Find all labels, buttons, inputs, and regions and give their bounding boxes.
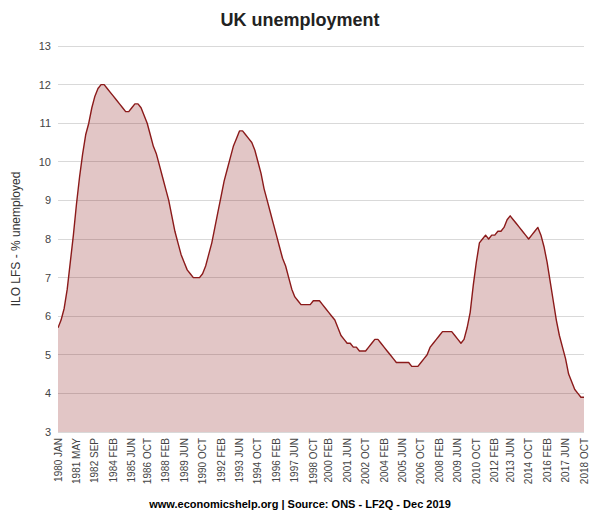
x-tick-label: 2006 OCT (415, 438, 426, 484)
x-tick-label: 1998 OCT (308, 438, 319, 484)
x-tick-label: 1997 JUN (289, 438, 300, 482)
x-tick-label: 1994 OCT (252, 438, 263, 484)
x-tick-label: 2005 JUN (397, 438, 408, 482)
y-tick-label: 10 (39, 156, 51, 168)
y-tick-label: 11 (40, 117, 51, 129)
footer: www.economicshelp.org | Source: ONS - LF… (148, 498, 451, 510)
x-tick-label: 2016 FEB (542, 438, 553, 483)
y-tick-label: 8 (45, 233, 51, 245)
x-tick-label: 2017 JUN (560, 438, 571, 482)
x-tick-label: 1996 FEB (271, 438, 282, 483)
line (58, 85, 584, 398)
x-tick-label: 2014 OCT (523, 438, 534, 484)
x-tick-label: 1985 JUN (126, 438, 137, 482)
y-tick-label: 7 (45, 272, 51, 284)
chart-svg: 3456789101112131980 JAN1981 MAY1982 SEP1… (0, 0, 600, 516)
x-tick-label: 2018 OCT (579, 438, 590, 484)
grid-line (58, 84, 584, 85)
y-tick-label: 6 (45, 310, 51, 322)
x-tick-label: 1993 JUN (234, 438, 245, 482)
x-tick-label: 1988 FEB (160, 438, 171, 483)
title: UK unemployment (220, 10, 379, 30)
y-tick-label: 12 (39, 79, 51, 91)
x-tick-label: 2001 JUN (342, 438, 353, 482)
x-tick-label: 1981 MAY (71, 438, 82, 484)
x-tick-label: 1982 SEP (89, 438, 100, 483)
x-tick-label: 1986 OCT (142, 438, 153, 484)
area-fill (58, 85, 584, 432)
x-tick-label: 1990 OCT (197, 438, 208, 484)
x-tick-label: 2000 FEB (323, 438, 334, 483)
x-tick-label: 1980 JAN (53, 438, 64, 482)
x-tick-label: 2012 FEB (489, 438, 500, 483)
x-tick-label: 1992 FEB (216, 438, 227, 483)
y-tick-label: 13 (39, 40, 51, 52)
x-tick-label: 2009 JUN (452, 438, 463, 482)
y-tick-label: 3 (45, 426, 51, 438)
x-axis: 1980 JAN 1981 MAY 1982 SEP 1984 FEB 1985 JUN… (53, 438, 590, 484)
x-tick-label: 2010 OCT (471, 438, 482, 484)
chart-container: 3456789101112131980 JAN1981 MAY1982 SEP1… (0, 0, 600, 516)
plot-area (58, 85, 584, 432)
y-tick-label: 5 (45, 349, 51, 361)
x-tick-label: 2013 JUN (505, 438, 516, 482)
x-tick-label: 1984 FEB (108, 438, 119, 483)
y-grid: 3 4 5 6 7 8 9 10 11 12 13 (39, 40, 584, 438)
y-tick-label: 9 (45, 194, 51, 206)
x-tick-label: 2002 OCT (360, 438, 371, 484)
x-tick-label: 2004 FEB (379, 438, 390, 483)
grid-line (58, 46, 584, 47)
y-tick-label: 4 (45, 387, 51, 399)
x-tick-label: 2008 FEB (434, 438, 445, 483)
y-axis-label: ILO LFS - % unemployed (9, 172, 23, 307)
x-tick-label: 1989 JUN (179, 438, 190, 482)
